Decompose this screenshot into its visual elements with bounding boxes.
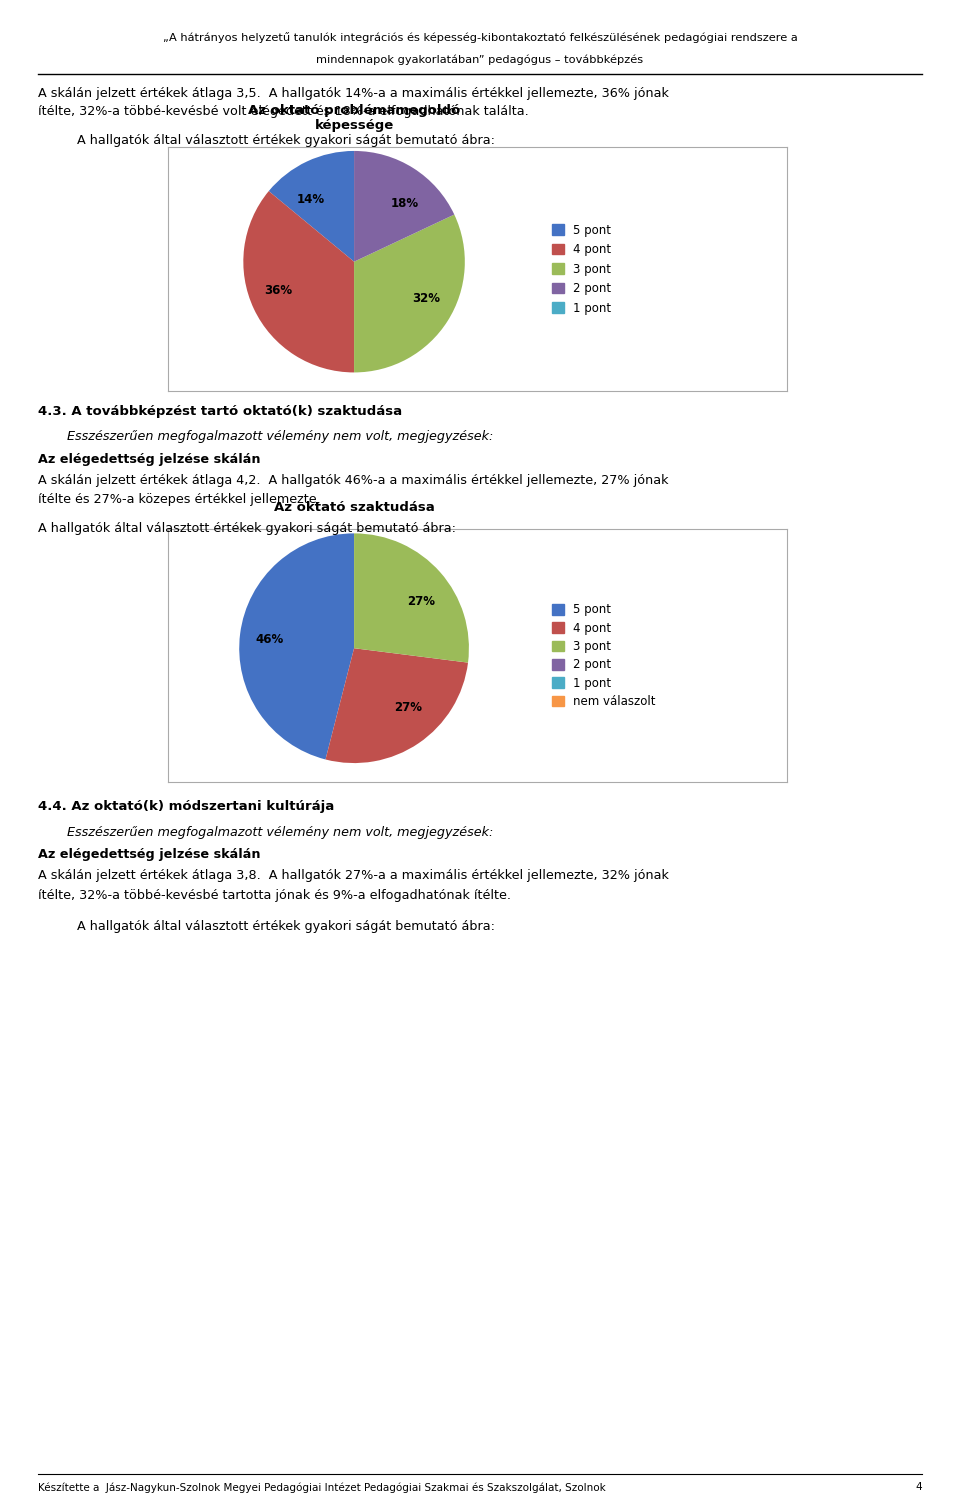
Wedge shape [243,191,354,373]
Text: Készítette a  Jász-Nagykun-Szolnok Megyei Pedagógiai Intézet Pedagógiai Szakmai : Készítette a Jász-Nagykun-Szolnok Megyei… [38,1483,606,1492]
Wedge shape [269,150,354,262]
Text: A hallgatók által választott értékek gyakori ságát bemutató ábra:: A hallgatók által választott értékek gya… [77,920,494,934]
Text: 4: 4 [915,1483,922,1492]
Text: A skálán jelzett értékek átlaga 4,2.  A hallgatók 46%-a a maximális értékkel jel: A skálán jelzett értékek átlaga 4,2. A h… [38,474,669,487]
Text: 27%: 27% [407,594,436,608]
Wedge shape [239,534,354,760]
Wedge shape [354,534,468,663]
Text: 18%: 18% [391,197,419,211]
Text: Az elégedettség jelzése skálán: Az elégedettség jelzése skálán [38,453,261,466]
Text: Esszészerűen megfogalmazott vélemény nem volt, megjegyzések:: Esszészerűen megfogalmazott vélemény nem… [67,826,493,839]
Text: Az elégedettség jelzése skálán: Az elégedettség jelzése skálán [38,848,261,862]
Wedge shape [354,215,465,373]
Text: „A hátrányos helyzetű tanulók integrációs és képesség-kibontakoztató felkészülés: „A hátrányos helyzetű tanulók integráció… [162,33,798,44]
Text: Esszészerűen megfogalmazott vélemény nem volt, megjegyzések:: Esszészerűen megfogalmazott vélemény nem… [67,430,493,444]
Title: Az oktató szaktudása: Az oktató szaktudása [274,501,435,514]
Text: A hallgatók által választott értékek gyakori ságát bemutató ábra:: A hallgatók által választott értékek gya… [77,134,494,147]
Legend: 5 pont, 4 pont, 3 pont, 2 pont, 1 pont: 5 pont, 4 pont, 3 pont, 2 pont, 1 pont [552,224,612,314]
Text: 27%: 27% [395,701,422,713]
Text: 14%: 14% [297,193,324,206]
Text: mindennapok gyakorlatában” pedagógus – továbbképzés: mindennapok gyakorlatában” pedagógus – t… [317,54,643,65]
Text: A skálán jelzett értékek átlaga 3,8.  A hallgatók 27%-a a maximális értékkel jel: A skálán jelzett értékek átlaga 3,8. A h… [38,869,669,883]
Title: Az oktató problémamegoldó
képessége: Az oktató problémamegoldó képessége [248,104,460,132]
Text: ítélte, 32%-a többé-kevésbé volt elégedett és 18%-a elfogadhatónak találta.: ítélte, 32%-a többé-kevésbé volt elégede… [38,105,529,119]
Text: ítélte és 27%-a közepes értékkel jellemezte.: ítélte és 27%-a közepes értékkel jelleme… [38,493,322,507]
Text: A skálán jelzett értékek átlaga 3,5.  A hallgatók 14%-a a maximális értékkel jel: A skálán jelzett értékek átlaga 3,5. A h… [38,87,669,101]
Text: 4.4. Az oktató(k) módszertani kultúrája: 4.4. Az oktató(k) módszertani kultúrája [38,800,335,814]
Text: 4.3. A továbbképzést tartó oktató(k) szaktudása: 4.3. A továbbképzést tartó oktató(k) sza… [38,405,402,418]
Text: 32%: 32% [412,292,440,305]
Text: 46%: 46% [255,633,283,645]
Text: A hallgatók által választott értékek gyakori ságát bemutató ábra:: A hallgatók által választott értékek gya… [38,522,456,535]
Wedge shape [354,150,454,262]
Text: ítélte, 32%-a többé-kevésbé tartotta jónak és 9%-a elfogadhatónak ítélte.: ítélte, 32%-a többé-kevésbé tartotta jón… [38,889,512,902]
Text: 36%: 36% [264,284,292,298]
Legend: 5 pont, 4 pont, 3 pont, 2 pont, 1 pont, nem válaszolt: 5 pont, 4 pont, 3 pont, 2 pont, 1 pont, … [552,603,656,708]
Wedge shape [325,648,468,763]
